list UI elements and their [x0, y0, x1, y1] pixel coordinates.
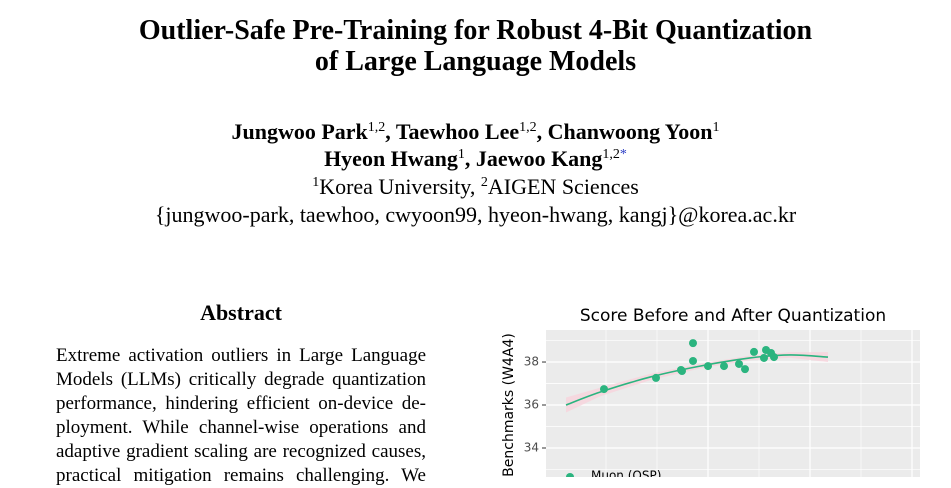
page: {"header": {"title_lines": ["Outlier-Saf…: [0, 15, 951, 486]
affil-name: AIGEN Sciences: [487, 174, 639, 199]
y-tick-label: 36: [524, 398, 539, 412]
abstract-line: Models (LLMs) critically degrade quantiz…: [56, 369, 426, 390]
point: [735, 359, 743, 368]
emails: {jungwoo-park, taewhoo, cwyoon99, hyeon-…: [154, 202, 797, 227]
point: [600, 385, 608, 394]
chart: Score Before and After Quantization Benc…: [501, 306, 920, 478]
author-affil: 1,2: [602, 147, 620, 162]
author-name: Hyeon Hwang: [324, 146, 458, 171]
abstract-line: ployment. While channel-wise operations …: [56, 417, 426, 438]
point: [689, 339, 697, 348]
point: [770, 353, 778, 362]
author-affil: 1: [457, 147, 465, 162]
author-affil: 1: [712, 120, 720, 135]
abstract-line: adaptive gradient scaling are recognized…: [56, 441, 426, 462]
abstract-line: practical mitigation remains challenging…: [56, 465, 426, 486]
point: [704, 362, 712, 371]
affiliations: 1Korea University, 2AIGEN Sciences: [0, 173, 951, 201]
point: [750, 347, 758, 356]
affil-name: Korea University,: [319, 174, 481, 199]
legend-key: [566, 473, 574, 477]
legend-label: Muon (OSP): [591, 469, 661, 478]
affil-number: 2: [480, 175, 488, 190]
author-affil: 1,2: [367, 120, 386, 135]
author-line: Jungwoo Park1,2, Taewhoo Lee1,2, Chanwoo…: [0, 119, 951, 145]
abstract-line: performance, hindering efficient on-devi…: [56, 393, 426, 414]
author-name: , Jaewoo Kang: [464, 146, 603, 171]
point: [689, 356, 697, 365]
affil-number: 1: [312, 175, 320, 190]
y-axis-label: Benchmarks (W4A4): [501, 333, 517, 477]
point: [741, 365, 749, 374]
confidence-band: [566, 352, 828, 413]
y-tick-label: 34: [524, 440, 539, 454]
corresponding-mark: *: [619, 147, 627, 162]
paper-title: of Large Language Models: [314, 46, 637, 77]
plot-panel: [546, 330, 920, 477]
abstract-heading: Abstract: [200, 300, 282, 325]
point: [652, 373, 660, 382]
author-name: , Chanwoong Yoon: [536, 119, 713, 144]
paper-title: Outlier-Safe Pre-Training for Robust 4-B…: [138, 15, 813, 46]
point: [760, 353, 768, 362]
point: [678, 367, 686, 376]
abstract-line: Extreme activation outliers in Large Lan…: [56, 345, 426, 366]
chart-title: Score Before and After Quantization: [580, 306, 886, 326]
trend-line: [565, 354, 829, 406]
y-tick-label: 38: [524, 355, 539, 369]
author-line: Hyeon Hwang1, Jaewoo Kang1,2*: [0, 146, 951, 172]
point: [720, 362, 728, 371]
author-affil: 1,2: [519, 120, 537, 135]
author-name: , Taewhoo Lee: [385, 119, 520, 144]
author-name: Jungwoo Park: [231, 119, 368, 144]
